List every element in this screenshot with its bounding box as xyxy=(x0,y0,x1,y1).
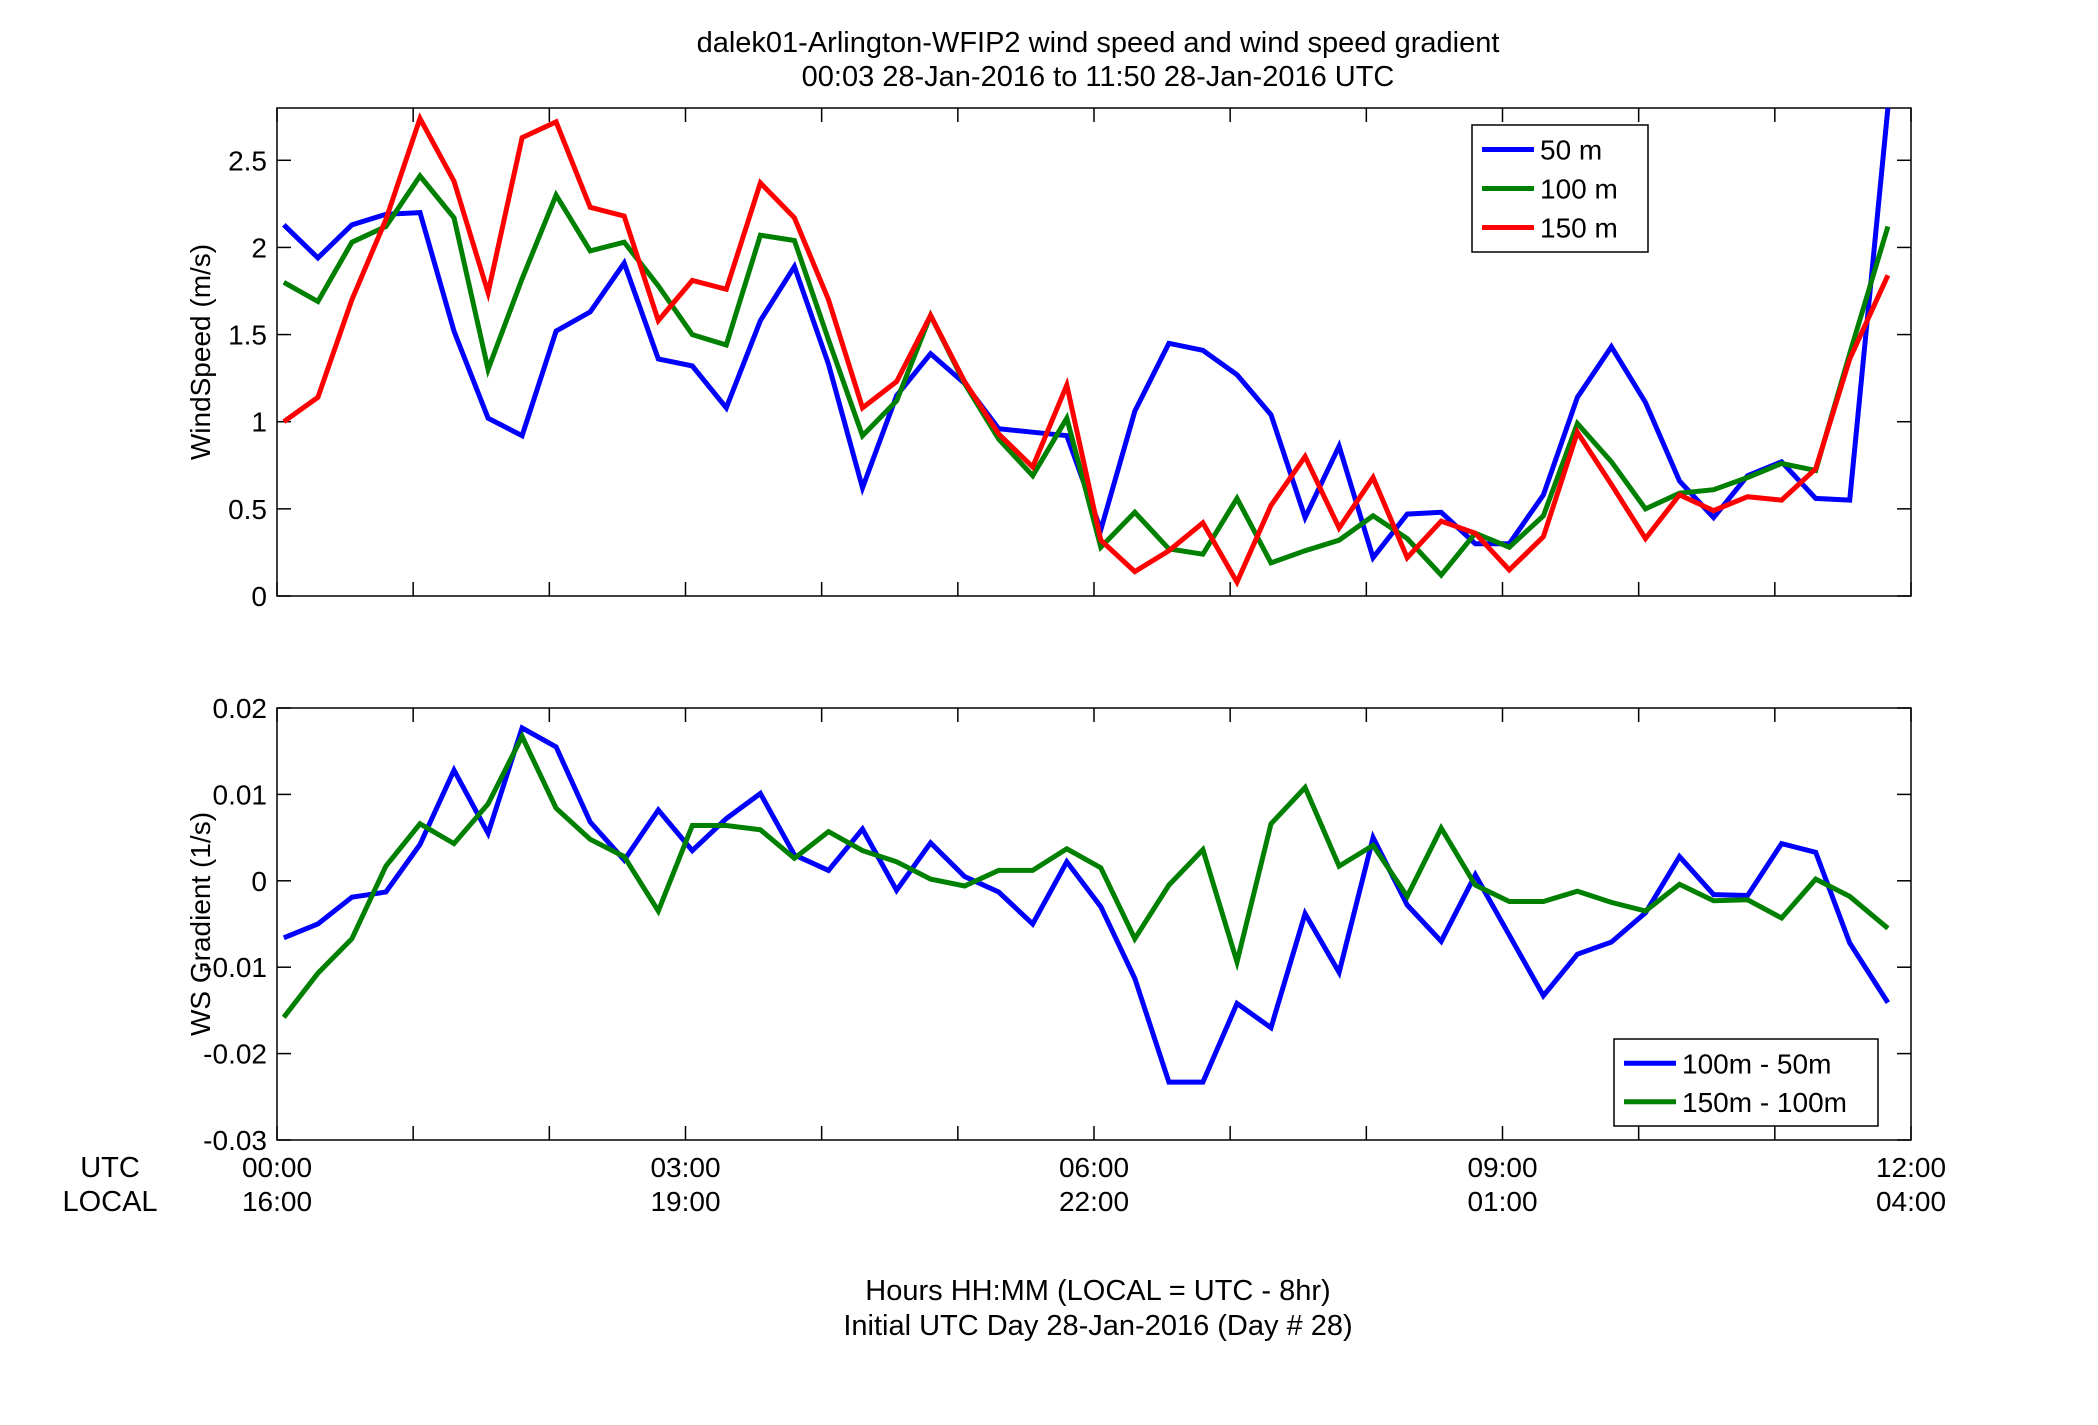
legend-entry: 100m - 50m xyxy=(1682,1048,1831,1079)
y-tick-label: 2 xyxy=(251,232,267,263)
legend-entry: 150m - 100m xyxy=(1682,1087,1847,1118)
series-line xyxy=(282,724,1891,1085)
y-tick-label: 0.01 xyxy=(213,779,268,810)
x-axis-footer-line2: Initial UTC Day 28-Jan-2016 (Day # 28) xyxy=(843,1310,1352,1342)
legend-entry: 150 m xyxy=(1540,213,1618,244)
x-row-label-local: LOCAL xyxy=(62,1186,157,1218)
x-row-label-utc: UTC xyxy=(80,1152,140,1184)
x-tick-label-utc: 06:00 xyxy=(1059,1152,1129,1183)
gradient-panel: -0.03 -0.02 -0.01 0 0.01 0.02 WS Gradient (1/s… xyxy=(185,693,1912,1156)
legend-box xyxy=(1613,1038,1879,1127)
series-line xyxy=(281,730,1890,1019)
x-tick-label-local: 22:00 xyxy=(1059,1186,1129,1217)
y-tick-label: 0 xyxy=(251,581,267,612)
y-tick-label: -0.01 xyxy=(203,952,267,983)
x-tick-label-utc: 00:00 xyxy=(242,1152,312,1183)
legend-entry: 100 m xyxy=(1540,174,1618,205)
x-tick-label-utc: 09:00 xyxy=(1467,1152,1537,1183)
y-tick-label: -0.03 xyxy=(203,1125,267,1156)
y-tick-label: 0 xyxy=(251,866,267,897)
x-tick-label-utc: 03:00 xyxy=(650,1152,720,1183)
y-tick-label: 1.5 xyxy=(228,320,267,351)
y-tick-label: 1 xyxy=(251,407,267,438)
x-tick-label-utc: 12:00 xyxy=(1876,1152,1946,1183)
series-line xyxy=(282,171,1891,579)
x-tick-label-local: 19:00 xyxy=(650,1186,720,1217)
y-tick-label: 0.5 xyxy=(228,494,267,525)
x-tick-label-local: 01:00 xyxy=(1467,1186,1537,1217)
x-tick-label-local: 04:00 xyxy=(1876,1186,1946,1217)
series-line xyxy=(282,112,1891,588)
y-tick-label: -0.02 xyxy=(203,1039,267,1070)
y-tick-label: 0.02 xyxy=(213,693,268,724)
legend: 100m - 50m 150m - 100m xyxy=(1613,1038,1879,1127)
x-axis-footer-line1: Hours HH:MM (LOCAL = UTC - 8hr) xyxy=(865,1275,1330,1307)
chart-title-line1: dalek01-Arlington-WFIP2 wind speed and w… xyxy=(697,27,1500,59)
x-tick-label-local: 16:00 xyxy=(242,1186,312,1217)
y-tick-label: 2.5 xyxy=(228,145,267,176)
y-axis-label: WindSpeed (m/s) xyxy=(185,244,216,460)
windspeed-panel: 0 0.5 1 1.5 2 2.5 WindSpeed (m/s) 50 m 100 m 150 … xyxy=(185,107,1912,612)
legend: 50 m 100 m 150 m xyxy=(1471,124,1649,253)
legend-entry: 50 m xyxy=(1540,135,1602,166)
chart-title-line2: 00:03 28-Jan-2016 to 11:50 28-Jan-2016 U… xyxy=(802,61,1395,93)
y-axis-label: WS Gradient (1/s) xyxy=(185,812,216,1036)
